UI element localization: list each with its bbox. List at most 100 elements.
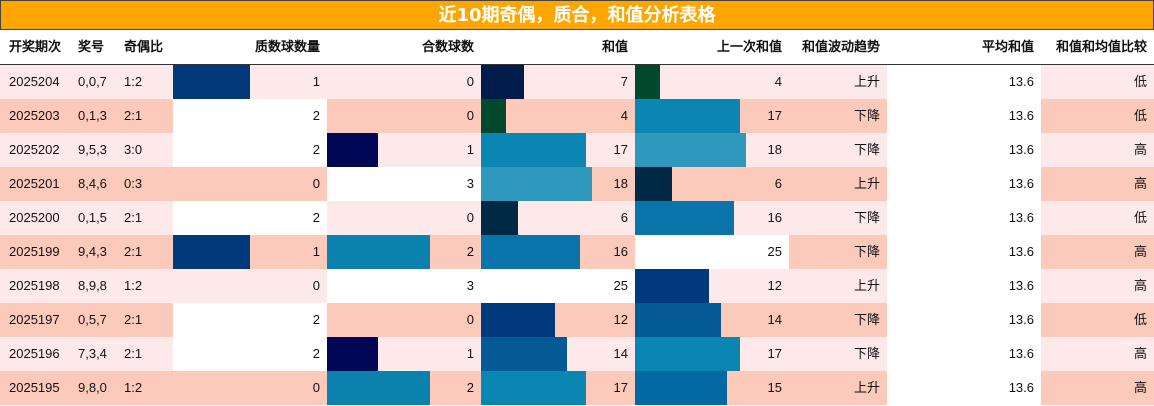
cell-numbers: 9,8,0 xyxy=(72,371,118,405)
sum-vs-average-value: 高 xyxy=(1133,346,1147,361)
cell-odd-even-ratio: 2:1 xyxy=(118,201,173,235)
table-row: 2025197 0,5,7 2:1 2 0 12 14 下降 13.6 低 xyxy=(0,303,1154,337)
sum-bar xyxy=(481,65,524,99)
table-row: 2025198 8,9,8 1:2 0 3 25 12 上升 13.6 高 xyxy=(0,269,1154,303)
table-header: 开奖期次 奖号 奇偶比 质数球数量 合数球数 和值 上一次和值 和值波动趋势 平均和值 和值和均值… xyxy=(0,30,1154,65)
sum-vs-average-value: 高 xyxy=(1133,278,1147,293)
cell-numbers: 0,0,7 xyxy=(72,65,118,99)
sum-bar xyxy=(481,235,580,269)
prev-sum-value: 18 xyxy=(767,142,782,157)
cell-trend: 下降 xyxy=(789,201,887,235)
period-value: 2025201 xyxy=(9,176,60,191)
trend-value: 上升 xyxy=(853,176,880,191)
table-row: 2025195 9,8,0 1:2 0 2 17 15 上升 13.6 高 xyxy=(0,371,1154,405)
composite-count-value: 2 xyxy=(466,380,474,395)
header-odd-even-ratio: 奇偶比 xyxy=(124,39,164,54)
cell-period: 2025195 xyxy=(0,371,72,405)
cell-period: 2025198 xyxy=(0,269,72,303)
cell-composite-count: 0 xyxy=(327,303,481,337)
sum-vs-average-value: 低 xyxy=(1133,74,1147,89)
odd-even-ratio-value: 0:3 xyxy=(124,176,143,191)
cell-sum-vs-average: 高 xyxy=(1041,133,1154,167)
prev-sum-value: 17 xyxy=(767,346,782,361)
cell-trend: 下降 xyxy=(789,303,887,337)
cell-average-sum: 13.6 xyxy=(887,99,1041,133)
table-row: 2025201 8,4,6 0:3 0 3 18 6 上升 13.6 高 xyxy=(0,167,1154,201)
cell-average-sum: 13.6 xyxy=(887,371,1041,405)
cell-sum-vs-average: 低 xyxy=(1041,303,1154,337)
prev-sum-value: 12 xyxy=(767,278,782,293)
odd-even-ratio-value: 2:1 xyxy=(124,346,143,361)
prev-sum-value: 17 xyxy=(767,108,782,123)
cell-odd-even-ratio: 2:1 xyxy=(118,235,173,269)
cell-numbers: 0,1,5 xyxy=(72,201,118,235)
cell-sum: 25 xyxy=(481,269,635,303)
sum-value: 14 xyxy=(613,346,628,361)
average-sum-value: 13.6 xyxy=(1008,278,1034,293)
header-numbers: 奖号 xyxy=(78,39,105,54)
sum-bar xyxy=(481,167,592,201)
cell-trend: 下降 xyxy=(789,133,887,167)
cell-trend: 下降 xyxy=(789,337,887,371)
header-prime-count: 质数球数量 xyxy=(254,39,320,54)
cell-sum: 18 xyxy=(481,167,635,201)
cell-sum-vs-average: 低 xyxy=(1041,65,1154,99)
cell-period: 2025200 xyxy=(0,201,72,235)
prev-sum-bar xyxy=(635,269,709,303)
numbers-value: 0,0,7 xyxy=(78,74,107,89)
sum-bar xyxy=(481,303,555,337)
numbers-value: 9,8,0 xyxy=(78,380,107,395)
trend-value: 下降 xyxy=(853,210,880,225)
trend-value: 下降 xyxy=(853,312,880,327)
table-title: 近10期奇偶，质合，和值分析表格 xyxy=(0,0,1154,30)
prev-sum-value: 4 xyxy=(774,74,782,89)
prime-count-value: 2 xyxy=(312,210,320,225)
header-sum: 和值 xyxy=(601,39,628,54)
prev-sum-bar xyxy=(635,371,727,405)
prime-count-value: 0 xyxy=(312,176,320,191)
odd-even-ratio-value: 2:1 xyxy=(124,210,143,225)
sum-vs-average-value: 低 xyxy=(1133,312,1147,327)
trend-value: 下降 xyxy=(853,346,880,361)
prime-count-value: 0 xyxy=(312,380,320,395)
composite-count-value: 0 xyxy=(466,74,474,89)
prev-sum-bar xyxy=(635,201,734,235)
sum-value: 17 xyxy=(613,142,628,157)
sum-bar xyxy=(481,371,586,405)
cell-odd-even-ratio: 3:0 xyxy=(118,133,173,167)
period-value: 2025198 xyxy=(9,278,60,293)
prev-sum-value: 6 xyxy=(774,176,782,191)
cell-sum-vs-average: 高 xyxy=(1041,269,1154,303)
cell-prime-count: 0 xyxy=(173,167,327,201)
prime-count-bar xyxy=(173,65,250,99)
cell-prev-sum: 17 xyxy=(635,337,789,371)
composite-count-value: 1 xyxy=(466,142,474,157)
average-sum-value: 13.6 xyxy=(1008,74,1034,89)
cell-average-sum: 13.6 xyxy=(887,269,1041,303)
table-row: 2025202 9,5,3 3:0 2 1 17 18 下降 13.6 高 xyxy=(0,133,1154,167)
prime-count-value: 2 xyxy=(312,312,320,327)
prev-sum-bar xyxy=(635,167,672,201)
trend-value: 上升 xyxy=(853,74,880,89)
cell-numbers: 8,9,8 xyxy=(72,269,118,303)
cell-numbers: 8,4,6 xyxy=(72,167,118,201)
table-row: 2025200 0,1,5 2:1 2 0 6 16 下降 13.6 低 xyxy=(0,201,1154,235)
cell-period: 2025202 xyxy=(0,133,72,167)
odd-even-ratio-value: 1:2 xyxy=(124,278,143,293)
cell-sum-vs-average: 高 xyxy=(1041,337,1154,371)
cell-prev-sum: 14 xyxy=(635,303,789,337)
period-value: 2025196 xyxy=(9,346,60,361)
cell-period: 2025197 xyxy=(0,303,72,337)
cell-prime-count: 0 xyxy=(173,371,327,405)
sum-vs-average-value: 低 xyxy=(1133,108,1147,123)
cell-composite-count: 0 xyxy=(327,99,481,133)
cell-average-sum: 13.6 xyxy=(887,133,1041,167)
cell-period: 2025204 xyxy=(0,65,72,99)
cell-prev-sum: 18 xyxy=(635,133,789,167)
cell-sum: 14 xyxy=(481,337,635,371)
period-value: 2025203 xyxy=(9,108,60,123)
table-row: 2025199 9,4,3 2:1 1 2 16 25 下降 13.6 高 xyxy=(0,235,1154,269)
odd-even-ratio-value: 2:1 xyxy=(124,312,143,327)
composite-count-bar xyxy=(327,371,430,405)
cell-numbers: 0,1,3 xyxy=(72,99,118,133)
